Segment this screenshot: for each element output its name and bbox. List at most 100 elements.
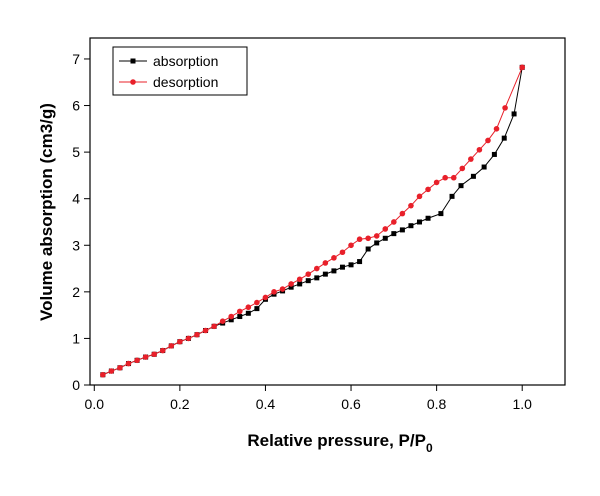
- marker: [408, 223, 414, 229]
- marker: [416, 193, 423, 200]
- marker: [417, 219, 423, 225]
- marker: [481, 164, 487, 170]
- marker: [305, 278, 311, 284]
- legend-label: desorption: [153, 74, 218, 90]
- marker: [382, 235, 388, 241]
- marker: [288, 281, 294, 287]
- legend-marker: [130, 58, 136, 64]
- x-axis-title: Relative pressure, P/P0: [247, 431, 433, 455]
- marker: [399, 227, 405, 233]
- x-axis-title-main: Relative pressure, P/P: [247, 431, 426, 450]
- marker: [228, 317, 234, 323]
- x-tick-label: 0.0: [85, 396, 105, 412]
- marker: [271, 289, 277, 295]
- marker: [288, 284, 294, 290]
- marker: [142, 354, 149, 360]
- marker: [382, 226, 389, 232]
- marker: [348, 242, 354, 249]
- marker: [322, 271, 328, 277]
- y-tick-label: 3: [72, 237, 80, 253]
- marker: [425, 215, 431, 221]
- marker: [373, 233, 380, 239]
- marker: [236, 308, 243, 315]
- y-tick-label: 0: [72, 377, 80, 393]
- legend-marker: [130, 79, 136, 85]
- y-axis-title: Volume absorption (cm3/g): [37, 103, 56, 321]
- marker: [365, 246, 371, 252]
- marker: [254, 306, 260, 312]
- marker: [168, 343, 175, 349]
- legend-label: absorption: [153, 53, 218, 69]
- marker: [450, 174, 457, 181]
- marker: [408, 202, 414, 209]
- marker: [202, 327, 209, 334]
- marker: [125, 360, 132, 367]
- marker: [493, 126, 500, 132]
- marker: [491, 151, 497, 157]
- marker: [211, 323, 217, 330]
- marker: [151, 351, 157, 358]
- marker: [279, 286, 286, 292]
- marker: [296, 276, 303, 283]
- marker: [485, 137, 491, 144]
- marker: [219, 318, 226, 324]
- marker: [519, 64, 526, 71]
- y-tick-label: 5: [72, 144, 80, 160]
- marker: [297, 281, 303, 287]
- marker: [391, 219, 397, 225]
- y-tick-label: 7: [72, 51, 80, 67]
- marker: [476, 146, 483, 153]
- marker: [442, 174, 448, 181]
- marker: [470, 173, 476, 179]
- marker: [399, 210, 406, 217]
- x-axis-title-subscript: 0: [426, 441, 433, 455]
- y-tick-label: 1: [72, 330, 80, 346]
- marker: [502, 105, 508, 111]
- marker: [365, 235, 371, 242]
- marker: [314, 265, 320, 272]
- marker: [108, 368, 115, 374]
- y-tick-label: 6: [72, 98, 80, 114]
- y-tick-label: 4: [72, 191, 80, 207]
- marker: [100, 371, 106, 378]
- marker: [245, 310, 251, 316]
- marker: [339, 249, 346, 256]
- x-tick-label: 1.0: [512, 396, 532, 412]
- x-tick-label: 0.8: [427, 396, 447, 412]
- marker: [468, 156, 474, 162]
- marker: [458, 183, 464, 189]
- x-tick-label: 0.2: [170, 396, 190, 412]
- marker: [449, 193, 455, 199]
- marker: [314, 275, 320, 281]
- marker: [177, 338, 183, 345]
- marker: [254, 299, 260, 306]
- marker: [391, 231, 397, 237]
- marker: [425, 186, 431, 193]
- marker: [262, 294, 269, 301]
- marker: [159, 347, 166, 354]
- series-line: [102, 67, 523, 376]
- marker: [339, 264, 345, 270]
- marker: [185, 335, 192, 342]
- marker: [322, 260, 329, 266]
- marker: [331, 255, 337, 261]
- marker: [348, 262, 354, 268]
- marker: [356, 236, 363, 243]
- marker: [357, 259, 363, 265]
- marker: [245, 304, 252, 311]
- x-tick-label: 0.6: [341, 396, 361, 412]
- marker: [501, 135, 507, 141]
- marker: [459, 165, 466, 172]
- y-tick-label: 2: [72, 284, 80, 300]
- marker: [228, 313, 235, 320]
- marker: [433, 179, 440, 186]
- marker: [511, 111, 517, 117]
- marker: [194, 331, 200, 338]
- marker: [117, 364, 123, 371]
- marker: [305, 271, 312, 277]
- series-line: [102, 67, 523, 376]
- marker: [237, 314, 243, 320]
- marker: [331, 268, 337, 274]
- plot-frame: [89, 37, 566, 386]
